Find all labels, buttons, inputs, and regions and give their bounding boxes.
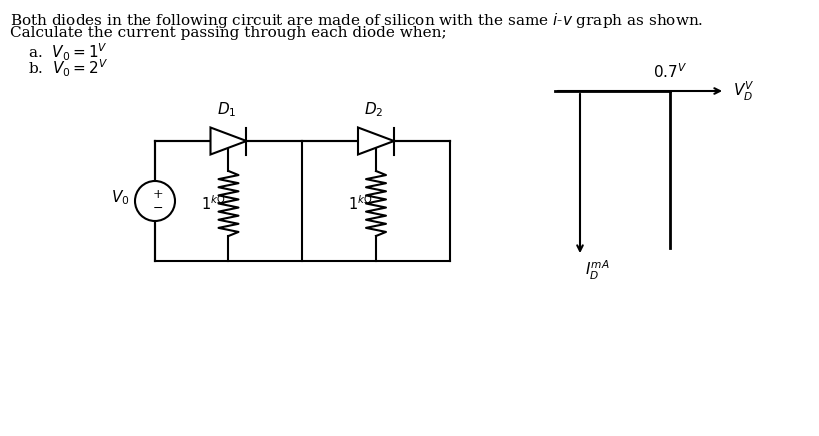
Text: a.  $V_0 = 1^V$: a. $V_0 = 1^V$ (28, 42, 107, 63)
Text: $V_D^V$: $V_D^V$ (732, 79, 753, 102)
Text: $1^{k\Omega}$: $1^{k\Omega}$ (201, 194, 225, 213)
Text: $D_2$: $D_2$ (364, 100, 383, 119)
Text: Both diodes in the following circuit are made of silicon with the same $\it{i}$-: Both diodes in the following circuit are… (10, 11, 703, 30)
Text: $D_1$: $D_1$ (216, 100, 236, 119)
Text: b.  $V_0 = 2^V$: b. $V_0 = 2^V$ (28, 58, 108, 79)
Circle shape (135, 181, 174, 221)
Text: $I_D^{mA}$: $I_D^{mA}$ (584, 259, 609, 282)
Text: $1^{k\Omega}$: $1^{k\Omega}$ (348, 194, 373, 213)
Text: Calculate the current passing through each diode when;: Calculate the current passing through ea… (10, 26, 446, 40)
Text: $0.7^V$: $0.7^V$ (652, 62, 686, 81)
Polygon shape (210, 127, 247, 154)
Text: +: + (152, 187, 163, 201)
Text: $V_0$: $V_0$ (111, 189, 130, 208)
Text: −: − (152, 201, 163, 215)
Polygon shape (358, 127, 393, 154)
